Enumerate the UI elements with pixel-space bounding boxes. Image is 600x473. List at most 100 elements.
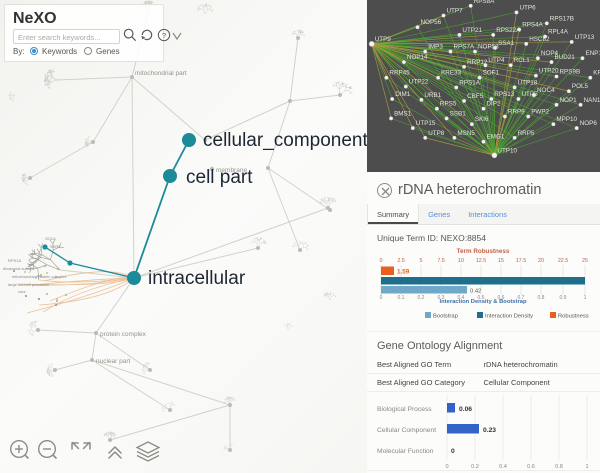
svg-text:Cellular Component: Cellular Component [377, 427, 436, 434]
svg-text:intracellular: intracellular [148, 268, 246, 289]
svg-text:RRP9: RRP9 [508, 109, 525, 116]
svg-text:0: 0 [380, 295, 383, 301]
svg-text:0.3: 0.3 [438, 295, 445, 301]
svg-text:SSR5: SSR5 [50, 244, 61, 249]
svg-text:Interaction Density: Interaction Density [485, 314, 533, 320]
svg-text:UTP20: UTP20 [539, 68, 559, 75]
svg-text:15: 15 [498, 258, 504, 264]
svg-text:RPL4A: RPL4A [548, 29, 569, 36]
svg-text:NAN1: NAN1 [584, 97, 600, 104]
svg-text:NOP6: NOP6 [580, 120, 598, 127]
svg-text:25: 25 [582, 258, 588, 264]
svg-text:DIP2: DIP2 [487, 101, 501, 108]
svg-text:RPS7A: RPS7A [454, 44, 475, 51]
svg-text:0.42: 0.42 [470, 289, 481, 295]
svg-text:UTP6: UTP6 [520, 4, 537, 11]
svg-text:KRE33: KRE33 [441, 70, 461, 77]
svg-text:mitochondrion protein complex: mitochondrion protein complex [12, 274, 66, 279]
svg-text:0.2: 0.2 [418, 295, 425, 301]
svg-text:NOP58: NOP58 [478, 44, 499, 51]
svg-text:UTP8: UTP8 [428, 130, 445, 137]
svg-text:SSA1: SSA1 [498, 40, 515, 47]
svg-text:UTP18: UTP18 [518, 79, 538, 86]
svg-text:RRP12: RRP12 [467, 59, 488, 66]
svg-text:BUD21: BUD21 [555, 54, 576, 61]
svg-text:HSC82: HSC82 [529, 36, 550, 43]
svg-text:CBF5: CBF5 [467, 93, 484, 100]
svg-text:UTP13: UTP13 [575, 34, 595, 41]
svg-text:1: 1 [585, 464, 588, 470]
svg-text:POL5: POL5 [572, 83, 589, 90]
svg-text:0.9: 0.9 [560, 295, 567, 301]
svg-text:1: 1 [584, 295, 587, 301]
svg-text:RPS4A: RPS4A [522, 22, 543, 29]
svg-text:0.06: 0.06 [459, 406, 472, 413]
svg-text:NOP1: NOP1 [560, 97, 578, 104]
svg-text:?: ? [162, 31, 166, 40]
svg-text:0: 0 [451, 448, 455, 455]
svg-text:SKI6: SKI6 [475, 116, 489, 123]
svg-text:0: 0 [445, 464, 448, 470]
svg-text:MSN5: MSN5 [457, 130, 475, 137]
svg-text:0.4: 0.4 [458, 295, 465, 301]
svg-text:UTP21: UTP21 [462, 27, 482, 34]
svg-text:SOF1: SOF1 [483, 70, 500, 77]
svg-text:0.5: 0.5 [478, 295, 485, 301]
svg-text:2.5: 2.5 [397, 258, 404, 264]
svg-text:RPS1A: RPS1A [8, 258, 21, 263]
svg-text:Bootstrap: Bootstrap [433, 314, 458, 320]
svg-text:cellular_component: cellular_component [203, 130, 367, 151]
svg-text:20: 20 [538, 258, 544, 264]
svg-text:RCL1: RCL1 [514, 57, 531, 64]
svg-text:PWP2: PWP2 [531, 109, 549, 116]
svg-text:cell part: cell part [186, 167, 253, 188]
svg-text:5: 5 [420, 258, 423, 264]
svg-text:large subunit precursor: large subunit precursor [8, 282, 50, 287]
svg-text:UTP22: UTP22 [409, 79, 429, 86]
svg-text:Term Robustness: Term Robustness [457, 248, 510, 255]
svg-text:0.2: 0.2 [471, 464, 479, 470]
svg-text:Biological Process: Biological Process [377, 406, 432, 413]
svg-text:KR: KR [593, 70, 600, 77]
svg-text:GCL5: GCL5 [45, 236, 56, 241]
svg-text:22.5: 22.5 [558, 258, 568, 264]
svg-text:RRP45: RRP45 [389, 70, 410, 77]
svg-text:0.23: 0.23 [483, 427, 496, 434]
svg-text:10: 10 [458, 258, 464, 264]
svg-text:0.8: 0.8 [538, 295, 545, 301]
svg-text:RPS8A: RPS8A [474, 0, 495, 5]
svg-text:MPP10: MPP10 [556, 116, 577, 123]
svg-text:NOC4: NOC4 [537, 87, 555, 94]
svg-text:RPS9B: RPS9B [560, 69, 581, 76]
svg-text:0.1: 0.1 [398, 295, 405, 301]
svg-text:0: 0 [380, 258, 383, 264]
svg-text:0.6: 0.6 [498, 295, 505, 301]
svg-text:RPS1A: RPS1A [459, 79, 480, 86]
svg-text:ribosomal subunit: ribosomal subunit [3, 266, 35, 271]
svg-text:RPS5: RPS5 [440, 101, 457, 108]
svg-text:UTP15: UTP15 [416, 120, 436, 127]
svg-text:12.5: 12.5 [476, 258, 486, 264]
svg-text:0.4: 0.4 [499, 464, 507, 470]
svg-text:core: core [18, 289, 27, 294]
svg-text:RPS13: RPS13 [494, 91, 514, 98]
svg-text:UTP7: UTP7 [447, 8, 464, 15]
svg-text:RPS22A: RPS22A [496, 27, 521, 34]
svg-text:0.6: 0.6 [527, 464, 535, 470]
svg-text:nuclear part: nuclear part [96, 358, 131, 365]
svg-text:UTP9: UTP9 [375, 36, 392, 43]
svg-text:BMS1: BMS1 [394, 110, 412, 117]
svg-text:Molecular Function: Molecular Function [377, 448, 434, 455]
svg-text:1.59: 1.59 [397, 269, 410, 276]
svg-text:0.7: 0.7 [518, 295, 525, 301]
svg-text:IMP3: IMP3 [428, 44, 443, 51]
svg-text:NOP14: NOP14 [407, 54, 428, 61]
svg-text:UTP4: UTP4 [488, 57, 505, 64]
svg-text:URB1: URB1 [424, 92, 441, 99]
svg-text:RPS17B: RPS17B [550, 15, 574, 22]
svg-text:NOP56: NOP56 [421, 19, 442, 26]
svg-text:UTP10: UTP10 [497, 147, 517, 154]
svg-text:Robustness: Robustness [558, 314, 589, 320]
svg-text:RRP5: RRP5 [518, 130, 535, 137]
svg-text:protein complex: protein complex [100, 331, 147, 338]
